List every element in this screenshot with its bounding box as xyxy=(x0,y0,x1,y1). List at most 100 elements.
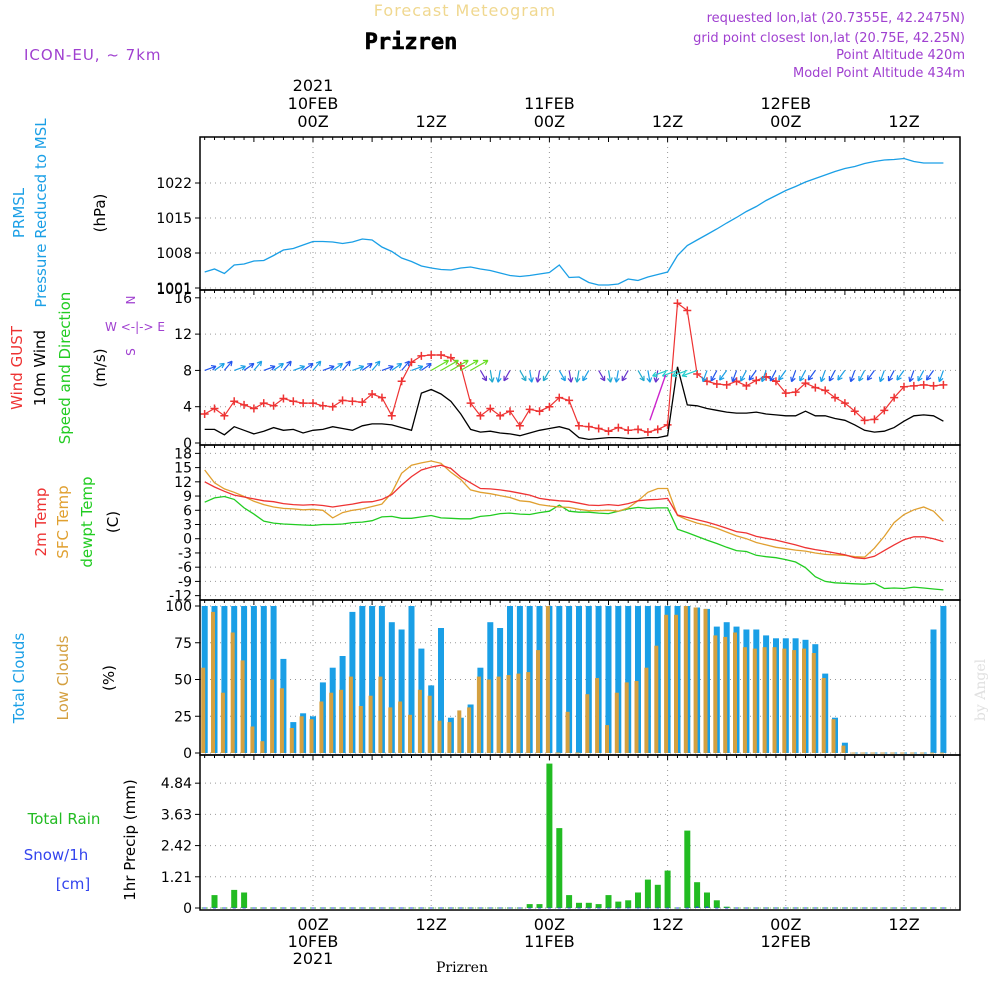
wind-arrow-head xyxy=(495,377,502,383)
low-cloud-bar xyxy=(240,660,245,753)
low-cloud-bar xyxy=(319,701,324,753)
wind-direction-arrow xyxy=(460,359,479,371)
wind-arrow-head xyxy=(396,362,403,369)
wind-direction-arrow xyxy=(391,363,402,371)
y-tick-label: -3 xyxy=(178,546,192,562)
rain-bar xyxy=(546,763,553,908)
model-altitude: Model Point Altitude 434m xyxy=(793,66,965,81)
wind-direction-arrow xyxy=(352,365,364,371)
pressure-line xyxy=(204,157,944,286)
wind-direction-arrow xyxy=(470,359,489,371)
low-cloud-bar xyxy=(762,647,767,753)
total-cloud-bar xyxy=(221,606,228,753)
wind-arrow-head xyxy=(227,360,233,367)
low-cloud-bar xyxy=(585,694,590,753)
gust-marker xyxy=(870,415,879,424)
wind-direction-arrow xyxy=(615,370,619,383)
low-cloud-bar xyxy=(742,647,747,753)
compass-we: W <-|-> E xyxy=(105,320,165,334)
total-cloud-bar xyxy=(369,606,376,753)
low-cloud-bar xyxy=(211,611,215,753)
precip-ylabel: 1hr Precip (mm) xyxy=(121,779,139,900)
gust-marker xyxy=(624,426,633,435)
wind-direction-arrow xyxy=(710,370,718,382)
low-cloud-bar xyxy=(279,688,284,753)
wind-direction-arrow xyxy=(938,370,944,382)
rain-bar xyxy=(211,895,218,908)
requested-coords: requested lon,lat (20.7355E, 42.2475N) xyxy=(707,11,965,26)
rain-bar xyxy=(625,900,632,908)
wind-direction-arrow xyxy=(361,363,373,371)
low-cloud-bar xyxy=(595,678,600,753)
wind-speed-line xyxy=(204,366,944,441)
wind-direction-arrow xyxy=(214,363,225,371)
low-cloud-bar xyxy=(821,678,826,753)
wind-arrow-head xyxy=(337,362,344,369)
gust-marker xyxy=(259,399,268,408)
panel-frame-wind xyxy=(199,289,961,446)
gust-marker xyxy=(309,399,317,408)
wind-direction-arrow xyxy=(621,370,629,382)
wind-direction-arrow xyxy=(909,370,915,382)
time-label-bottom: 00Z xyxy=(770,915,801,934)
low-cloud-bar xyxy=(408,714,412,753)
total-cloud-bar xyxy=(940,606,947,753)
panel-frame-temperature xyxy=(199,444,961,601)
y-tick-label: 16 xyxy=(174,291,192,307)
time-label-bottom: 11FEB xyxy=(524,932,575,951)
wind-arrow-head xyxy=(671,371,678,378)
time-label-bottom: 00Z xyxy=(297,915,328,934)
wind-arrow-head xyxy=(790,376,796,383)
y-tick-label: 25 xyxy=(174,709,192,725)
wind-direction-arrow xyxy=(879,370,885,382)
wind-arrow-head xyxy=(866,375,873,381)
low-cloud-bar xyxy=(467,707,472,753)
y-tick-label: 3 xyxy=(183,518,192,534)
low-cloud-bar xyxy=(516,673,521,753)
wind-arrow-head xyxy=(417,364,424,371)
rain-bar xyxy=(536,904,543,908)
wind-arrow-head xyxy=(710,375,716,382)
gust-marker xyxy=(210,404,219,413)
wind-arrow-head xyxy=(388,364,394,371)
low-cloud-bar xyxy=(230,632,235,753)
model-name: ICON-EU, ~ 7km xyxy=(24,46,162,64)
compass-s: S xyxy=(124,348,138,356)
low-cloud-bar xyxy=(792,650,797,753)
wind-direction-arrow xyxy=(322,365,335,371)
y-tick-label: 4.84 xyxy=(161,776,192,792)
wind-direction-arrow xyxy=(536,370,541,383)
total-cloud-bar xyxy=(250,606,257,753)
wind-arrow-head xyxy=(600,375,606,382)
low-cloud-bar xyxy=(358,706,363,753)
total-cloud-bar xyxy=(566,606,573,753)
gust-marker xyxy=(496,411,505,420)
y-tick-label: 100 xyxy=(165,599,192,615)
rain-bar xyxy=(615,901,622,908)
dewpoint-label: dewpt Temp xyxy=(78,476,96,567)
gust-marker xyxy=(515,421,524,430)
gust-marker xyxy=(850,407,859,416)
gust-marker xyxy=(486,404,495,413)
wind-arrow-head xyxy=(621,375,627,382)
rain-bar xyxy=(576,902,582,908)
wind-direction-arrow xyxy=(529,370,533,383)
wind-arrow-head xyxy=(286,360,292,367)
gust-marker xyxy=(545,402,554,411)
temp-2m-label: 2m Temp xyxy=(32,488,50,557)
wind-direction-arrow xyxy=(342,360,351,371)
wind-arrow-head xyxy=(560,375,566,382)
y-tick-label: 1015 xyxy=(156,211,192,227)
gust-marker xyxy=(299,399,308,408)
wind-arrow-head xyxy=(219,362,225,369)
time-label-top: 00Z xyxy=(297,112,328,131)
wind-arrow-head xyxy=(652,371,658,378)
gust-marker xyxy=(653,425,662,434)
wind-arrow-head xyxy=(426,362,432,369)
gust-marker xyxy=(574,421,583,430)
wind-arrow-head xyxy=(937,376,944,383)
y-tick-label: 3.63 xyxy=(161,807,192,823)
gust-marker xyxy=(909,381,918,390)
wind-arrow-head xyxy=(837,375,843,381)
